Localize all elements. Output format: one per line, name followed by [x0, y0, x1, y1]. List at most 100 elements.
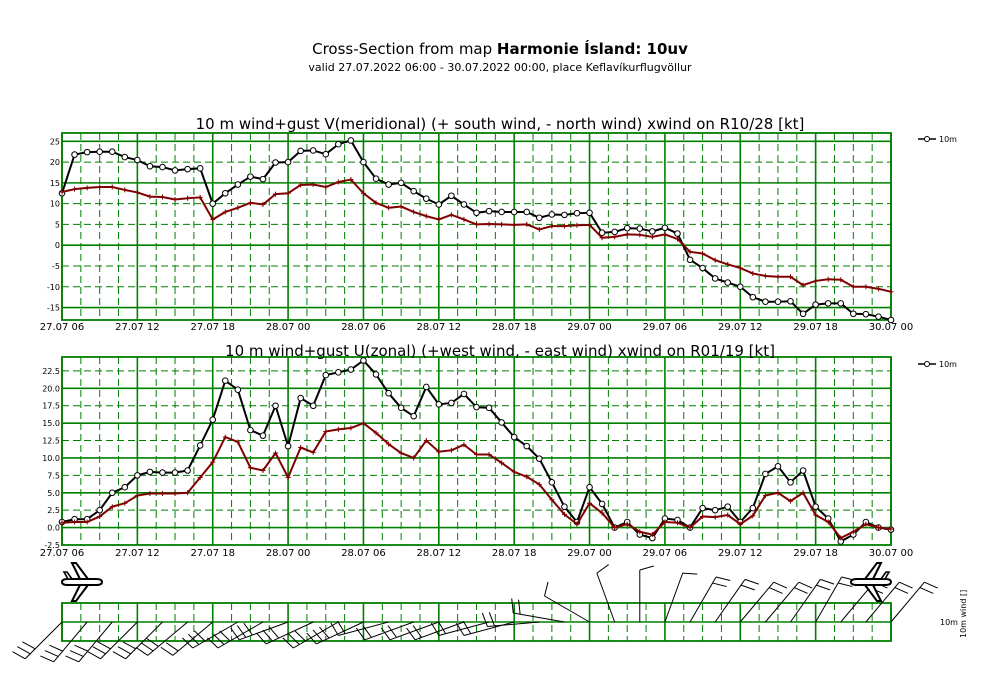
panel-2-point-gust	[423, 438, 429, 444]
panel-1-point-10m	[724, 279, 732, 286]
panel-2-point-10m	[108, 489, 116, 497]
panel-2-point-10m	[448, 399, 455, 407]
panel-2-point-gust	[134, 493, 140, 499]
panel-1-ytick-label: 25	[50, 137, 60, 146]
wind-barb-feather	[69, 650, 84, 657]
panel-1-point-10m	[196, 165, 204, 172]
panel-1-point-gust	[210, 216, 216, 222]
title-prefix: Cross-Section from map	[312, 40, 497, 58]
wind-barb-feather	[135, 646, 149, 656]
panel-2-point-gust	[335, 426, 341, 432]
wind-barb-feather	[188, 634, 200, 645]
panel-2-point-gust	[863, 521, 869, 527]
panel-1-point-10m	[573, 209, 581, 217]
panel-1-point-gust	[649, 234, 655, 240]
panel-2-point-gust	[674, 520, 680, 526]
wind-barb-feather	[794, 587, 808, 594]
wind-barb-feather	[838, 582, 853, 588]
panel-2-point-10m	[234, 386, 242, 394]
wind-barb	[256, 621, 314, 645]
panel-2-title: 10 m wind+gust U(zonal) (+west wind, - e…	[225, 342, 775, 360]
panel-1-title: 10 m wind+gust V(meridional) (+ south wi…	[196, 115, 805, 133]
panel-1-point-gust	[448, 212, 454, 218]
panel-2-point-gust	[448, 447, 454, 453]
panel-2-point-10m	[171, 469, 179, 476]
panel-2-point-10m	[586, 483, 593, 491]
wind-barb	[430, 620, 490, 636]
panel-1-point-gust	[838, 277, 844, 283]
wind-barb-feather	[768, 587, 783, 594]
panel-1-point-gust	[436, 216, 442, 222]
panel-1-point-gust	[285, 190, 291, 196]
panel-2-point-gust	[247, 465, 253, 471]
wind-barb-staff	[513, 612, 565, 623]
wind-barb-feather	[12, 651, 26, 660]
panel-2-ytick-label: 2.5	[47, 506, 60, 515]
panel-2-point-10m	[360, 357, 367, 364]
wind-barb-feather	[243, 622, 253, 636]
panel-1-ytick-label: -5	[52, 262, 60, 271]
wind-barb	[282, 621, 339, 649]
panel-1-point-10m	[699, 264, 706, 272]
wind-barb	[40, 621, 88, 663]
wind-barb-feather	[919, 587, 934, 594]
panel-2-xtick-label: 28.07 18	[492, 548, 537, 559]
panel-2-point-10m	[259, 432, 267, 439]
panel-1-point-gust	[674, 236, 680, 242]
panel-2-point-10m	[397, 404, 405, 412]
wind-barb-feather	[488, 612, 495, 627]
wind-barb-staff	[664, 572, 684, 623]
wind-barb	[12, 621, 63, 660]
panel-1-point-gust	[109, 184, 115, 190]
wind-barb-staff	[815, 576, 843, 623]
panel-2-point-gust	[260, 467, 266, 473]
panel-2-point-10m	[372, 371, 380, 378]
panel-2-point-gust	[348, 425, 354, 431]
panel-1-point-10m	[259, 175, 267, 183]
wind-barb-feather	[544, 581, 549, 597]
wind-barb	[160, 621, 214, 656]
wind-barb-feather	[518, 599, 521, 615]
wind-barb-feather	[899, 581, 913, 589]
panel-1-point-gust	[712, 257, 718, 263]
panel-1-point-gust	[172, 196, 178, 202]
wind-barb	[456, 620, 515, 636]
panel-1-point-gust	[159, 194, 165, 200]
wind-barb-feather	[715, 576, 731, 581]
panel-1-point-10m	[787, 298, 794, 305]
panel-1-grid	[61, 132, 892, 321]
wind-barb-feather	[437, 620, 447, 634]
panel-1-point-gust	[775, 274, 781, 280]
panel-2-point-gust	[109, 504, 115, 510]
panel-2-point-gust	[574, 521, 580, 527]
wind-barb-feather	[682, 572, 698, 575]
panel-1-point-gust	[850, 284, 856, 290]
panel-2-legend-label: 10m	[939, 360, 957, 369]
panel-2-point-10m	[473, 403, 480, 411]
wind-barb-feather	[17, 646, 31, 655]
wind-barb	[689, 576, 731, 623]
panel-1-point-gust	[373, 200, 379, 206]
panel-2-point-10m	[159, 469, 166, 476]
panel-1-xtick-label: 28.07 00	[266, 322, 311, 333]
wind-barb	[182, 621, 239, 649]
wind-barb-feather	[894, 587, 909, 594]
panel-1-point-gust	[386, 205, 392, 211]
panel-2-point-10m	[699, 504, 706, 512]
panel-2-point-gust	[700, 513, 706, 519]
wind-barb-feather	[740, 584, 755, 591]
panel-1-point-10m	[234, 181, 242, 188]
panel-1-ytick-label: 10	[50, 200, 60, 209]
panel-2-point-10m	[209, 416, 217, 423]
panel-2-point-gust	[788, 498, 794, 504]
wind-barb-feather	[712, 582, 727, 588]
wind-barb-staff	[487, 621, 540, 628]
panel-1-point-10m	[824, 300, 832, 307]
panel-2-point-10m	[146, 468, 154, 476]
page-title: Cross-Section from map Harmonie Ísland: …	[0, 40, 1000, 58]
panel-1-point-10m	[360, 158, 367, 166]
wind-barb	[714, 578, 759, 623]
wind-barb-staff	[865, 581, 900, 623]
wind-barb	[306, 621, 364, 645]
panel-1-point-gust	[624, 231, 630, 237]
